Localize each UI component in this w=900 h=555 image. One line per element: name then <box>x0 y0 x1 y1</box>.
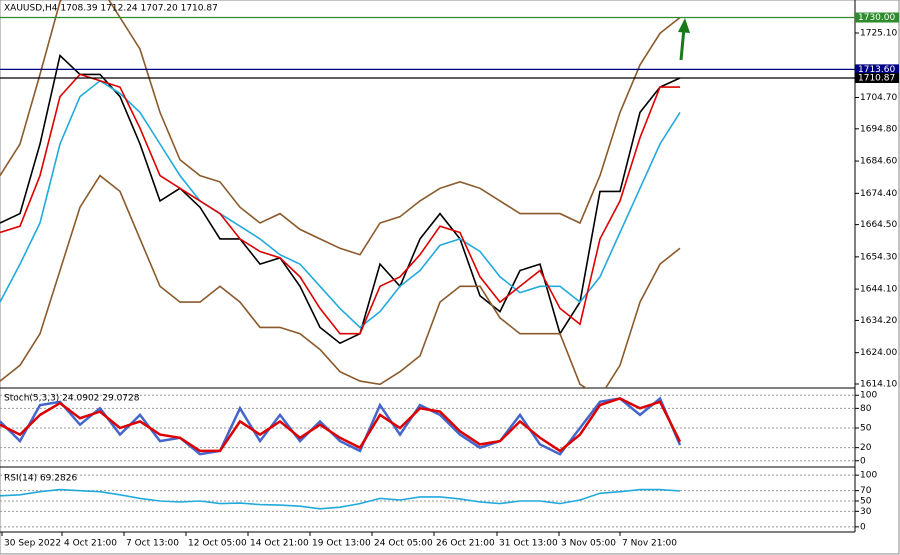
y-tick-label: 1624.00 <box>860 348 897 358</box>
y-tick-label: 1664.50 <box>860 220 897 230</box>
series-line <box>0 0 681 256</box>
x-tick-label: 24 Oct 05:00 <box>374 539 433 549</box>
arrow-shaft <box>679 27 686 61</box>
y-tick-label: 50 <box>860 424 872 434</box>
panel-title: Stoch(5,3,3) 24.0902 29.0728 <box>4 394 140 404</box>
level-label: 1713.60 <box>858 65 895 75</box>
panel <box>0 474 855 528</box>
y-tick-label: 100 <box>860 391 877 401</box>
x-tick-label: 7 Oct 13:00 <box>126 539 179 549</box>
y-tick-label: 1725.10 <box>860 29 897 39</box>
y-tick-label: 1704.70 <box>860 93 897 103</box>
x-tick-label: 19 Oct 13:00 <box>312 539 371 549</box>
series-line <box>0 488 681 510</box>
y-tick-label: 1684.60 <box>860 157 897 167</box>
level-label: 1730.00 <box>858 13 895 23</box>
x-tick-label: 31 Oct 13:00 <box>499 539 558 549</box>
panel <box>0 394 855 462</box>
x-tick-label: 26 Oct 21:00 <box>436 539 495 549</box>
y-tick-label: 1654.30 <box>860 252 897 262</box>
panel-title: XAUUSD,H4 1708.39 1712.24 1707.20 1710.8… <box>4 4 218 14</box>
series-line <box>0 397 682 453</box>
y-tick-label: 0 <box>860 522 866 532</box>
y-tick-label: 1674.40 <box>860 189 897 199</box>
y-tick-label: 80 <box>860 404 872 414</box>
y-tick-label: 100 <box>860 471 877 481</box>
y-tick-label: 20 <box>860 443 872 453</box>
y-tick-label: 50 <box>860 497 872 507</box>
series-line <box>0 73 680 335</box>
x-tick-label: 12 Oct 05:00 <box>188 539 247 549</box>
y-tick-label: 1634.20 <box>860 316 897 326</box>
level-tag <box>855 73 899 84</box>
y-tick-label: 0 <box>860 456 866 466</box>
y-tick-label: 70 <box>860 486 872 496</box>
panel <box>0 0 681 388</box>
x-tick-label: 4 Oct 21:00 <box>64 539 117 549</box>
x-tick-label: 7 Nov 21:00 <box>622 539 677 549</box>
series-line <box>0 174 681 388</box>
x-tick-label: 30 Sep 2022 <box>4 539 61 549</box>
arrow-head <box>678 18 690 33</box>
level-tag <box>855 64 899 75</box>
y-tick-label: 1644.10 <box>860 285 897 295</box>
series-line <box>0 79 681 329</box>
y-tick-label: 1694.80 <box>860 124 897 134</box>
x-tick-label: 3 Nov 05:00 <box>561 539 616 549</box>
level-tag <box>855 12 899 23</box>
level-label: 1710.87 <box>858 74 895 84</box>
panel-title: RSI(14) 69.2826 <box>4 474 77 484</box>
y-tick-label: 1614.10 <box>860 379 897 389</box>
x-tick-label: 14 Oct 21:00 <box>250 539 309 549</box>
y-tick-label: 30 <box>860 507 872 517</box>
